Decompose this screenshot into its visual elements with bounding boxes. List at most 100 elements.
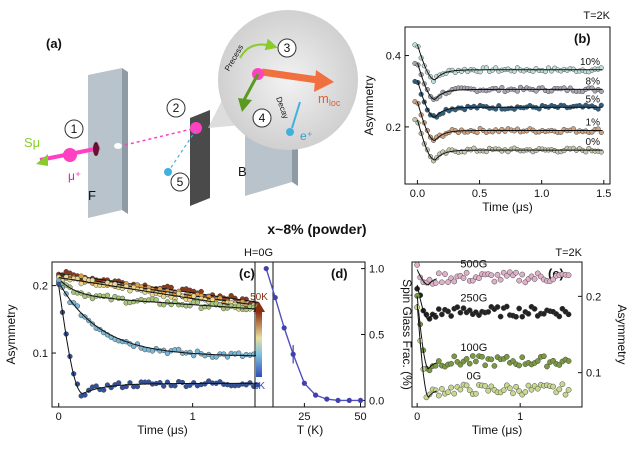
chart-e-point-0-20 — [476, 275, 482, 282]
chart-d-point-9 — [357, 397, 364, 404]
chart-e-point-3-30 — [507, 385, 513, 392]
step-1-circle — [64, 119, 84, 139]
chart-e-point-2-25 — [491, 363, 498, 369]
chart-e-point-1-15 — [460, 305, 467, 312]
chart-d-ytick-label-0: 0.0 — [369, 395, 384, 407]
chart-e-point-0-12 — [451, 278, 458, 285]
chart-e-point-3-12 — [451, 390, 458, 397]
chart-c-colorbar-top: 50K — [250, 292, 268, 303]
chart-e-point-0-8 — [439, 279, 445, 286]
step-4-label: 4 — [259, 111, 266, 125]
chart-c-point-5-35 — [187, 382, 193, 388]
step-5-circle — [170, 172, 190, 192]
chart-e-point-2-42 — [544, 363, 550, 370]
chart-e-point-0-32 — [513, 269, 519, 276]
chart-e-point-1-26 — [494, 304, 501, 310]
chart-e-ylabel: Asymmetry — [615, 305, 629, 365]
chart-e-frame — [411, 261, 583, 408]
chart-c-fit-3 — [58, 278, 259, 310]
chart-d-line — [265, 268, 361, 402]
chart-e-point-0-0 — [414, 262, 421, 268]
chart-b: 0.0 0.5 1.0 1.5 0.2 0.4 Time (μs) Asymmetry T=2K… — [362, 10, 611, 214]
f-label: F — [88, 188, 96, 203]
chart-c-fit-4 — [58, 281, 259, 357]
chart-c: 0 1 0.1 0.2 Time (μs) Asymmetry H=0G (c) 50K 2K — [4, 247, 274, 437]
chart-e-point-0-49 — [565, 272, 572, 279]
chart-d-point-6 — [324, 396, 330, 402]
mloc-sub: loc — [329, 98, 341, 108]
chart-c-point-3-26 — [153, 297, 159, 303]
chart-d-xlabel: T (K) — [297, 423, 323, 437]
positron-particle — [164, 168, 172, 176]
chart-e-point-0-27 — [497, 276, 504, 283]
chart-c-point-4-45 — [224, 354, 231, 360]
chart-e-point-3-46 — [556, 386, 563, 393]
chart-c-point-5-27 — [157, 379, 163, 386]
panel-a-label: (a) — [46, 36, 62, 51]
chart-e-point-3-48 — [562, 391, 569, 398]
chart-e-point-3-28 — [500, 387, 507, 394]
chart-b-xtick-label-2: 1.0 — [534, 188, 549, 200]
chart-e-fit-1 — [416, 284, 437, 320]
chart-b-ytick-label-1: 0.4 — [386, 51, 401, 63]
chart-c-annotation: H=0G — [244, 247, 273, 259]
chart-e-point-1-36 — [525, 310, 532, 317]
step-5-label: 5 — [177, 175, 184, 189]
chart-c-fit-5 — [58, 285, 259, 395]
mloc-main: m — [318, 91, 329, 106]
chart-e-point-1-41 — [541, 311, 547, 317]
chart-e-series-label-1: 250G — [460, 293, 487, 305]
chart-e-point-1-14 — [457, 309, 464, 316]
chart-c-point-5-33 — [179, 379, 186, 386]
chart-d-ylabel: Spin Glass Frac. (%) — [400, 279, 414, 390]
chart-e-point-2-12 — [451, 353, 458, 360]
chart-e-point-1-10 — [445, 308, 451, 315]
chart-e-point-1-6 — [432, 314, 439, 320]
chart-e-point-3-11 — [448, 384, 455, 391]
chart-e-point-2-39 — [534, 358, 541, 364]
mloc-arrow — [261, 68, 319, 84]
chart-e-point-2-33 — [516, 362, 523, 369]
chart-d-point-8 — [346, 397, 352, 404]
chart-c-point-5-16 — [116, 380, 122, 386]
chart-e-point-0-16 — [463, 269, 470, 276]
muon-at-sample — [190, 122, 202, 134]
mloc-label: mloc — [318, 91, 341, 108]
s-mu-label: Sμ — [24, 135, 40, 150]
chart-c-point-5-28 — [161, 383, 167, 389]
chart-d-point-4 — [301, 380, 307, 386]
chart-b-ytick-label-0: 0.2 — [386, 122, 401, 134]
chart-c-colorbar — [256, 312, 262, 377]
chart-e-point-3-22 — [482, 383, 489, 389]
plate-f-edge — [122, 68, 128, 214]
chart-c-fit-2 — [58, 277, 259, 310]
chart-b-fit-3 — [416, 101, 603, 141]
chart-e-point-2-11 — [448, 360, 455, 367]
chart-e-point-0-4 — [426, 276, 433, 283]
chart-b-point-3-51 — [570, 126, 576, 132]
chart-c-xlabel: Time (μs) — [137, 423, 187, 437]
chart-e-point-0-38 — [531, 276, 538, 282]
figure-title: x~8% (powder) — [267, 221, 366, 237]
step-3-circle — [277, 38, 297, 58]
chart-c-point-2-36 — [191, 293, 197, 299]
chart-c-point-5-51 — [247, 380, 253, 386]
chart-d-xtick-label-0: 25 — [298, 411, 310, 423]
chart-e-point-3-8 — [439, 386, 445, 392]
chart-e-fit-3 — [416, 303, 437, 398]
chart-e-point-3-44 — [550, 383, 557, 390]
step-3-label: 3 — [284, 41, 291, 55]
chart-e-point-0-34 — [519, 271, 526, 278]
chart-d-xtick-label-1: 50 — [354, 411, 366, 423]
chart-e-fit-2 — [416, 296, 437, 370]
chart-c-point-5-10 — [93, 383, 99, 389]
chart-b-series-label-2: 5% — [586, 94, 601, 105]
chart-e-point-3-19 — [473, 390, 479, 397]
chart-e-point-2-16 — [463, 355, 470, 362]
chart-e-point-2-7 — [435, 358, 442, 364]
chart-e-point-3-16 — [463, 382, 470, 389]
chart-e-point-2-17 — [466, 360, 473, 367]
chart-e-xtick-label-1: 1 — [517, 411, 523, 423]
chart-e-point-2-22 — [482, 362, 489, 369]
chart-e-point-0-15 — [460, 275, 467, 281]
